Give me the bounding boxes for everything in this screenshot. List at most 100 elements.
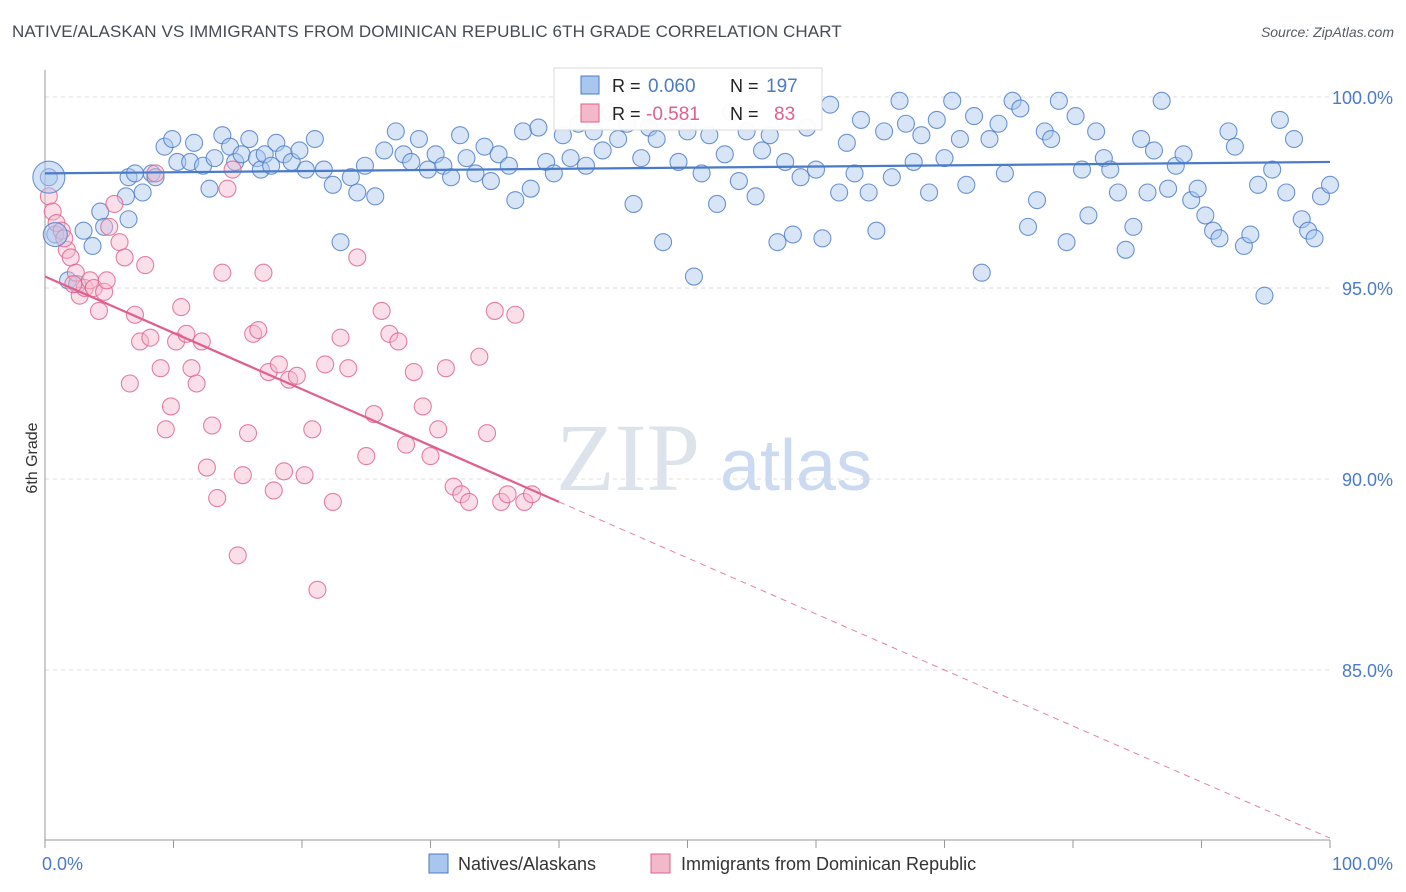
- stats-n-label-blue: N =: [730, 76, 759, 96]
- point-dominican-38: [228, 546, 247, 565]
- point-natives-122: [972, 263, 991, 282]
- point-natives-93: [752, 141, 772, 160]
- point-natives-104: [837, 133, 856, 152]
- trend-line-dominican-solid: [44, 275, 560, 503]
- point-dominican-67: [429, 420, 448, 439]
- point-natives-68: [561, 149, 580, 168]
- point-natives-110: [882, 168, 901, 187]
- point-natives-92: [746, 187, 765, 206]
- point-natives-114: [912, 126, 931, 145]
- point-natives-44: [366, 187, 385, 206]
- point-dominican-29: [182, 359, 201, 378]
- x-tick-label-1: 100.0%: [1332, 854, 1393, 874]
- point-natives-19: [185, 133, 204, 152]
- point-natives-169: [1320, 175, 1340, 194]
- point-natives-166: [1299, 221, 1318, 240]
- point-natives-large-0: [32, 160, 66, 194]
- bottom-legend: Natives/Alaskans Immigrants from Dominic…: [428, 853, 976, 874]
- point-natives-46: [386, 122, 405, 141]
- point-dominican-65: [413, 397, 432, 416]
- point-natives-16: [163, 129, 182, 149]
- point-dominican-66: [421, 447, 440, 466]
- grid-lines: [45, 96, 1330, 671]
- point-natives-102: [821, 95, 840, 114]
- point-natives-74: [609, 129, 628, 149]
- y-axis-label: 6th Grade: [24, 422, 41, 493]
- point-natives-134: [1066, 107, 1085, 126]
- point-natives-64: [529, 118, 548, 137]
- point-natives-132: [1049, 91, 1068, 110]
- point-natives-40: [331, 233, 350, 252]
- point-dominican-36: [218, 179, 237, 198]
- point-dominican-20: [136, 256, 155, 275]
- point-natives-160: [1255, 286, 1274, 305]
- point-dominican-78: [515, 492, 534, 511]
- point-natives-143: [1132, 129, 1151, 149]
- point-natives-80: [654, 233, 673, 252]
- point-natives-139: [1101, 160, 1120, 179]
- point-natives-47: [394, 145, 413, 164]
- point-dominican-53: [316, 355, 335, 374]
- point-natives-146: [1152, 91, 1171, 110]
- point-natives-62: [513, 122, 533, 141]
- point-natives-31: [262, 156, 281, 175]
- point-dominican-19: [131, 332, 150, 351]
- point-dominican-76: [498, 485, 517, 504]
- point-natives-6: [91, 202, 110, 221]
- point-natives-115: [920, 183, 939, 202]
- point-natives-87: [708, 194, 727, 214]
- point-dominican-16: [115, 248, 134, 267]
- point-natives-43: [355, 156, 375, 175]
- stats-swatch-blue: [580, 75, 600, 95]
- point-natives-82: [669, 152, 688, 171]
- point-dominican-17: [120, 374, 139, 393]
- point-dominican-25: [161, 397, 180, 416]
- point-dominican-47: [274, 462, 294, 481]
- point-dominican-62: [389, 332, 408, 351]
- point-natives-79: [647, 129, 666, 149]
- point-natives-41: [341, 168, 360, 187]
- point-dominican-52: [308, 580, 327, 599]
- point-dominican-24: [156, 420, 175, 439]
- point-natives-107: [859, 183, 878, 202]
- point-natives-159: [1248, 175, 1268, 194]
- point-dominican-37: [223, 160, 242, 179]
- y-tick-label-0: 85.0%: [1342, 661, 1393, 681]
- legend-label-natives: Natives/Alaskans: [458, 854, 596, 874]
- point-dominican-18: [125, 305, 144, 324]
- point-natives-137: [1087, 122, 1106, 141]
- stats-r-value-pink: -0.581: [646, 104, 700, 125]
- point-natives-133: [1057, 233, 1076, 252]
- point-natives-90: [729, 171, 748, 191]
- point-natives-141: [1116, 240, 1135, 259]
- point-natives-163: [1277, 183, 1296, 202]
- point-natives-149: [1174, 145, 1193, 164]
- point-dominican-74: [485, 301, 504, 320]
- point-natives-116: [927, 110, 946, 129]
- point-natives-85: [692, 164, 711, 183]
- point-natives-164: [1284, 129, 1304, 149]
- point-natives-120: [957, 175, 976, 194]
- point-dominican-72: [470, 347, 489, 366]
- point-natives-156: [1225, 137, 1244, 156]
- point-natives-152: [1196, 206, 1215, 225]
- point-natives-113: [904, 152, 923, 171]
- stats-r-label-pink: R =: [612, 104, 641, 124]
- point-natives-17: [168, 152, 187, 171]
- point-dominican-1: [43, 202, 62, 221]
- point-dominican-33: [203, 416, 222, 435]
- trend-line-natives: [44, 160, 1331, 175]
- point-natives-144: [1138, 183, 1157, 202]
- point-dominican-15: [110, 233, 129, 252]
- point-natives-100: [806, 160, 826, 179]
- point-natives-127: [1011, 99, 1030, 118]
- point-dominican-43: [254, 263, 273, 282]
- point-natives-155: [1219, 122, 1238, 141]
- point-natives-123: [980, 129, 999, 149]
- point-natives-128: [1018, 217, 1038, 236]
- point-natives-125: [995, 164, 1014, 183]
- point-dominican-42: [249, 320, 268, 340]
- point-natives-106: [851, 110, 871, 129]
- point-dominican-73: [477, 424, 497, 443]
